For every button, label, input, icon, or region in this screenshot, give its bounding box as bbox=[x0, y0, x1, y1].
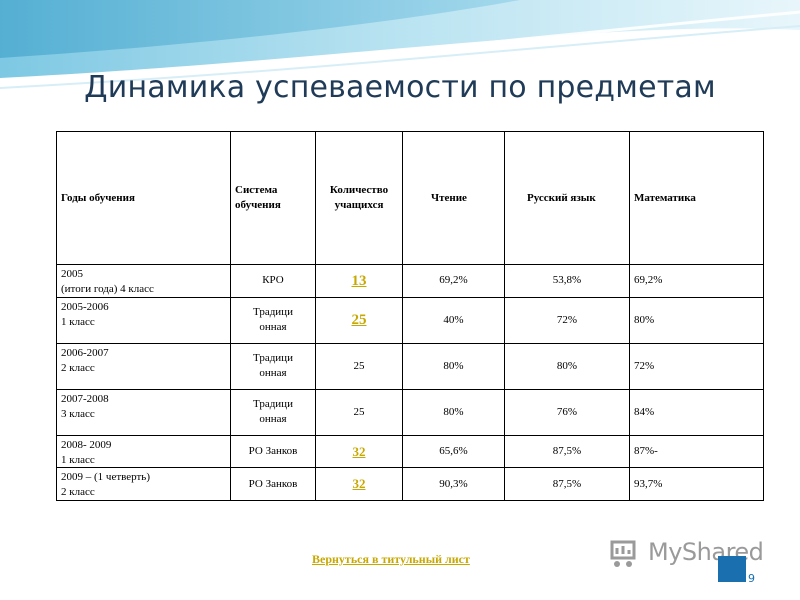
table-row: 2005 (итоги года) 4 класс КРО 13 69,2% 5… bbox=[56, 264, 764, 298]
cell-russian: 76% bbox=[504, 388, 630, 436]
cell-reading: 90,3% bbox=[402, 467, 505, 502]
count-link[interactable]: 13 bbox=[351, 272, 367, 289]
cell-count: 25 bbox=[315, 342, 403, 390]
header-russian: Русский язык bbox=[504, 131, 630, 265]
table-row: 2009 – (1 четверть) 2 класс РО Занков 32… bbox=[56, 467, 764, 502]
header-count: Количество учащихся bbox=[315, 131, 403, 265]
cell-years: 2005 (итоги года) 4 класс bbox=[56, 264, 231, 298]
cell-system: КРО bbox=[230, 264, 316, 298]
count-value: 25 bbox=[353, 405, 365, 418]
cell-math: 93,7% bbox=[629, 467, 764, 502]
table-row: 2007-2008 3 класс Традици онная 25 80% 7… bbox=[56, 388, 764, 436]
cell-russian: 87,5% bbox=[504, 467, 630, 502]
cell-reading: 80% bbox=[402, 388, 505, 436]
header-years: Годы обучения bbox=[56, 131, 231, 265]
myshared-logo bbox=[610, 540, 636, 567]
table-row: 2006-2007 2 класс Традици онная 25 80% 8… bbox=[56, 342, 764, 390]
count-link[interactable]: 25 bbox=[351, 312, 367, 329]
table-row: 2005-2006 1 класс Традици онная 25 40% 7… bbox=[56, 296, 764, 344]
cell-years: 2005-2006 1 класс bbox=[56, 296, 231, 344]
back-to-title-link[interactable]: Вернуться в титульный лист bbox=[312, 552, 470, 566]
cell-count: 32 bbox=[315, 434, 403, 469]
cell-math: 80% bbox=[629, 296, 764, 344]
cell-reading: 65,6% bbox=[402, 434, 505, 469]
cell-system: Традици онная bbox=[230, 296, 316, 344]
cell-system: РО Занков bbox=[230, 434, 316, 469]
cell-years: 2008- 2009 1 класс bbox=[56, 434, 231, 469]
header-count-label: Количество учащихся bbox=[329, 184, 389, 211]
cell-system: РО Занков bbox=[230, 467, 316, 502]
performance-table: Годы обучения Система обучения Количеств… bbox=[56, 131, 764, 502]
cell-russian: 80% bbox=[504, 342, 630, 390]
cell-russian: 72% bbox=[504, 296, 630, 344]
cell-years: 2007-2008 3 класс bbox=[56, 388, 231, 436]
cell-reading: 69,2% bbox=[402, 264, 505, 298]
cell-reading: 40% bbox=[402, 296, 505, 344]
header-reading: Чтение bbox=[402, 131, 505, 265]
logo-cart-icon bbox=[610, 540, 636, 560]
count-link[interactable]: 32 bbox=[352, 476, 366, 492]
header-decoration bbox=[0, 0, 800, 89]
cell-math: 69,2% bbox=[629, 264, 764, 298]
logo-text: MyShared bbox=[648, 538, 764, 566]
cell-math: 72% bbox=[629, 342, 764, 390]
next-slide-button[interactable] bbox=[718, 556, 746, 582]
count-value: 25 bbox=[353, 359, 365, 372]
cell-count: 25 bbox=[315, 388, 403, 436]
cell-russian: 53,8% bbox=[504, 264, 630, 298]
table-header-row: Годы обучения Система обучения Количеств… bbox=[56, 131, 764, 265]
cell-reading: 80% bbox=[402, 342, 505, 390]
cell-count: 25 bbox=[315, 296, 403, 344]
cell-russian: 87,5% bbox=[504, 434, 630, 469]
cell-years: 2009 – (1 четверть) 2 класс bbox=[56, 467, 231, 502]
cell-math: 87%- bbox=[629, 434, 764, 469]
count-link[interactable]: 32 bbox=[352, 443, 366, 459]
header-math: Математика bbox=[629, 131, 764, 265]
cell-years: 2006-2007 2 класс bbox=[56, 342, 231, 390]
cell-system: Традици онная bbox=[230, 342, 316, 390]
slide-title: Динамика успеваемости по предметам bbox=[84, 70, 716, 105]
cell-system: Традици онная bbox=[230, 388, 316, 436]
cell-math: 84% bbox=[629, 388, 764, 436]
cell-count: 13 bbox=[315, 264, 403, 298]
header-system: Система обучения bbox=[230, 131, 316, 265]
cell-count: 32 bbox=[315, 467, 403, 502]
header-system-label: Система обучения bbox=[235, 184, 281, 211]
table-row: 2008- 2009 1 класс РО Занков 32 65,6% 87… bbox=[56, 434, 764, 469]
page-number: 9 bbox=[748, 572, 755, 585]
